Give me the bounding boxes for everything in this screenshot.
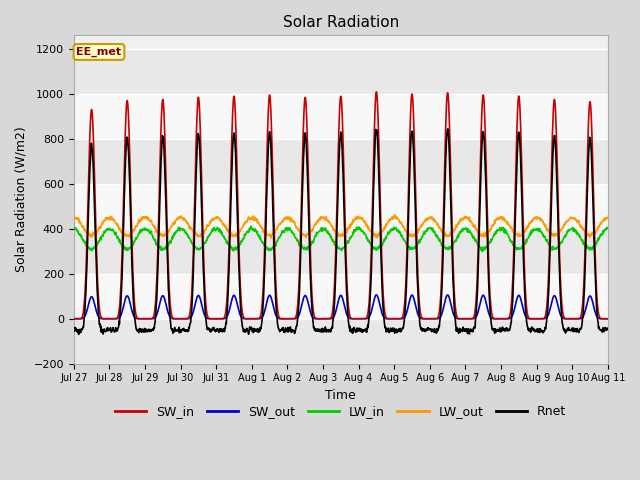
Line: LW_out: LW_out: [74, 215, 608, 238]
Bar: [74, 229, 608, 274]
SW_out: [493, 316, 501, 322]
Rnet: [604, 326, 612, 332]
X-axis label: Time: Time: [325, 389, 356, 402]
SW_out: [176, 316, 184, 322]
SW_in: [493, 316, 501, 322]
Rnet: [249, 328, 257, 334]
LW_out: [424, 216, 432, 222]
SW_in: [541, 314, 548, 320]
SW_out: [248, 316, 256, 322]
LW_in: [247, 223, 255, 229]
Rnet: [444, 126, 452, 132]
Bar: [74, 274, 608, 319]
Bar: [74, 184, 608, 229]
LW_in: [479, 249, 486, 254]
LW_out: [189, 227, 196, 232]
Line: Rnet: Rnet: [74, 129, 608, 335]
Bar: [74, 139, 608, 184]
Rnet: [189, 280, 196, 286]
SW_in: [372, 89, 380, 95]
LW_out: [541, 224, 549, 229]
LW_in: [494, 227, 502, 233]
LW_in: [176, 228, 184, 234]
LW_in: [424, 227, 431, 232]
SW_out: [541, 316, 548, 322]
LW_out: [70, 214, 77, 220]
Line: SW_out: SW_out: [74, 295, 608, 319]
SW_in: [176, 316, 184, 322]
LW_out: [391, 212, 399, 217]
SW_out: [424, 316, 431, 322]
Y-axis label: Solar Radiation (W/m2): Solar Radiation (W/m2): [15, 127, 28, 273]
LW_in: [604, 225, 612, 231]
SW_in: [424, 316, 431, 322]
SW_in: [70, 316, 77, 322]
SW_out: [372, 292, 380, 298]
Rnet: [70, 327, 77, 333]
SW_in: [189, 272, 196, 277]
Bar: [74, 94, 608, 139]
SW_in: [248, 316, 256, 322]
LW_out: [604, 215, 612, 221]
LW_in: [70, 226, 77, 231]
Legend: SW_in, SW_out, LW_in, LW_out, Rnet: SW_in, SW_out, LW_in, LW_out, Rnet: [110, 400, 572, 423]
Bar: [74, 49, 608, 94]
Text: EE_met: EE_met: [76, 47, 122, 57]
Title: Solar Radiation: Solar Radiation: [283, 15, 399, 30]
SW_out: [189, 311, 196, 317]
SW_out: [604, 316, 612, 322]
Line: LW_in: LW_in: [74, 226, 608, 252]
SW_in: [604, 316, 612, 322]
LW_out: [176, 214, 184, 219]
Rnet: [176, 327, 184, 333]
Rnet: [494, 328, 502, 334]
Bar: [74, 319, 608, 364]
Rnet: [75, 332, 83, 337]
Line: SW_in: SW_in: [74, 92, 608, 319]
LW_in: [189, 241, 196, 247]
LW_out: [267, 235, 275, 241]
LW_in: [541, 234, 549, 240]
Rnet: [424, 327, 431, 333]
LW_out: [494, 215, 502, 221]
Rnet: [541, 324, 549, 330]
LW_in: [249, 228, 257, 233]
LW_out: [248, 214, 256, 220]
SW_out: [70, 316, 77, 322]
